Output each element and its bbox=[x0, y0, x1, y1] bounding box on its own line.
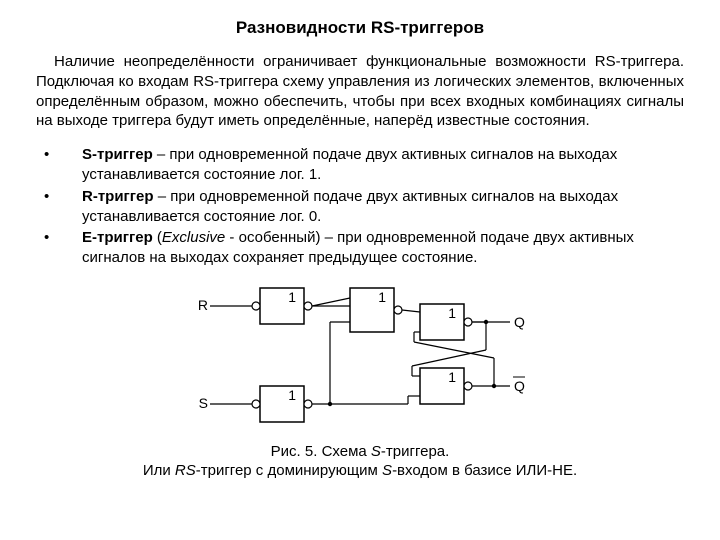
intro-paragraph: Наличие неопределённости ограничивает фу… bbox=[36, 52, 684, 131]
figure-caption: Рис. 5. Схема S-триггера. Или RS-триггер… bbox=[36, 442, 684, 481]
caption-line2-mid: -триггер с доминирующим bbox=[196, 462, 382, 479]
svg-text:1: 1 bbox=[288, 289, 296, 305]
caption-line1-prefix: Рис. 5. Схема bbox=[271, 443, 371, 460]
bullet-list: S-триггер – при одновременной подаче дву… bbox=[36, 145, 684, 268]
diagram-container: 1 1 1 1 1 R S Q Q bbox=[36, 278, 684, 438]
term: E-триггер bbox=[82, 229, 153, 246]
svg-text:1: 1 bbox=[288, 387, 296, 403]
term: R-триггер bbox=[82, 188, 154, 205]
svg-text:R: R bbox=[198, 297, 208, 313]
term-rest: – при одновременной подаче двух активных… bbox=[82, 146, 617, 183]
caption-line1-suffix: -триггера. bbox=[381, 443, 449, 460]
svg-text:S: S bbox=[199, 395, 208, 411]
term-rest: – при одновременной подаче двух активных… bbox=[82, 188, 618, 225]
s-trigger-diagram: 1 1 1 1 1 R S Q Q bbox=[190, 278, 530, 438]
svg-text:1: 1 bbox=[448, 305, 456, 321]
caption-line2-prefix: Или bbox=[143, 462, 175, 479]
page-title: Разновидности RS-триггеров bbox=[36, 18, 684, 38]
svg-text:1: 1 bbox=[378, 289, 386, 305]
list-item: S-триггер – при одновременной подаче дву… bbox=[62, 145, 684, 185]
term: S-триггер bbox=[82, 146, 153, 163]
caption-line1-italic: S bbox=[371, 443, 381, 460]
svg-text:Q: Q bbox=[514, 378, 525, 394]
svg-text:Q: Q bbox=[514, 314, 525, 330]
caption-line2-italic: RS bbox=[175, 462, 196, 479]
caption-line2-suffix: -входом в базисе ИЛИ-НЕ. bbox=[392, 462, 577, 479]
caption-line2-italic2: S bbox=[382, 462, 392, 479]
term-rest-italic: Exclusive bbox=[162, 229, 225, 246]
svg-text:1: 1 bbox=[448, 369, 456, 385]
list-item: R-триггер – при одновременной подаче дву… bbox=[62, 187, 684, 227]
term-rest-prefix: ( bbox=[153, 229, 162, 246]
list-item: E-триггер (Exclusive - особенный) – при … bbox=[62, 228, 684, 268]
